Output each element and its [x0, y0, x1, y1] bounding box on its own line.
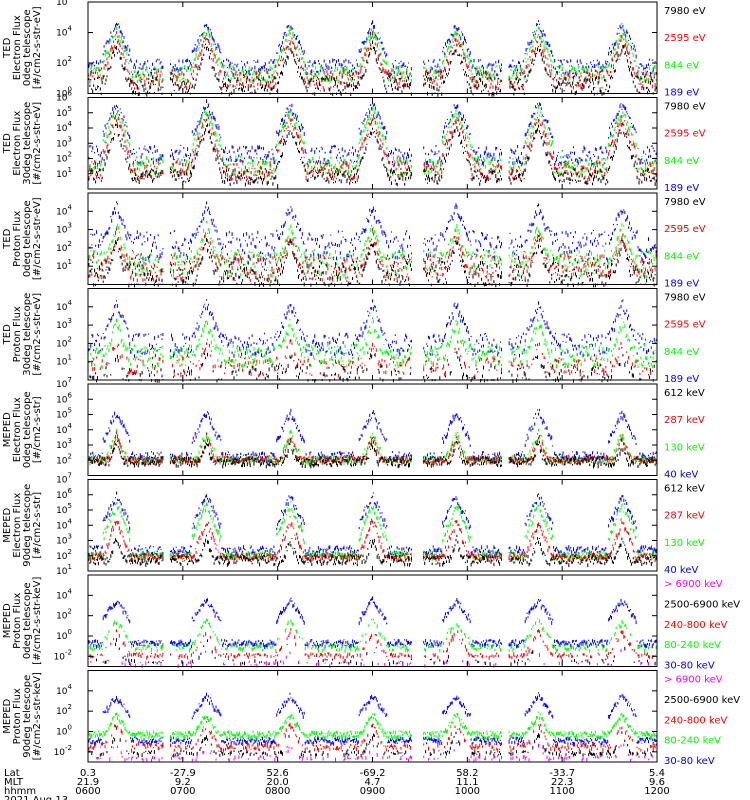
legend-entry: 189 eV	[664, 88, 699, 99]
series-blue	[87, 99, 657, 167]
y-tick-label: 106	[56, 0, 72, 8]
legend-entry: 2595 eV	[664, 33, 706, 44]
plot-frame	[87, 1, 658, 94]
y-axis-label: TEDElectron Flux30deg telescope[#/cm2-s-…	[2, 102, 43, 185]
series-black	[87, 40, 657, 97]
panel-1: 100102104106TEDElectron Flux0deg telesco…	[2, 0, 706, 100]
series-blue	[87, 201, 657, 263]
y-tick-label: 104	[56, 120, 72, 134]
y-tick-label: 105	[56, 105, 72, 119]
y-tick-label: 101	[56, 166, 72, 180]
panel-stack: 100102104106TEDElectron Flux0deg telesco…	[2, 0, 740, 767]
series-blue	[87, 20, 657, 77]
legend-entry: 7980 eV	[664, 102, 706, 113]
series-red	[87, 31, 657, 91]
y-tick-label: 102	[56, 151, 72, 165]
series-red	[87, 114, 657, 183]
series-green	[87, 105, 657, 178]
legend-entry: 844 eV	[664, 156, 699, 167]
series-black	[87, 121, 657, 187]
legend-entry: 2595 eV	[664, 129, 706, 140]
y-tick-label: 104	[56, 25, 72, 39]
legend-entry: 189 eV	[664, 183, 699, 194]
y-tick-label: 103	[56, 135, 72, 149]
y-tick-label: 102	[56, 55, 72, 69]
legend-entry: 7980 eV	[664, 6, 706, 17]
legend-entry: 844 eV	[664, 60, 699, 71]
y-axis-label: TEDElectron Flux0deg telescope[#/cm2-s-s…	[2, 6, 43, 89]
